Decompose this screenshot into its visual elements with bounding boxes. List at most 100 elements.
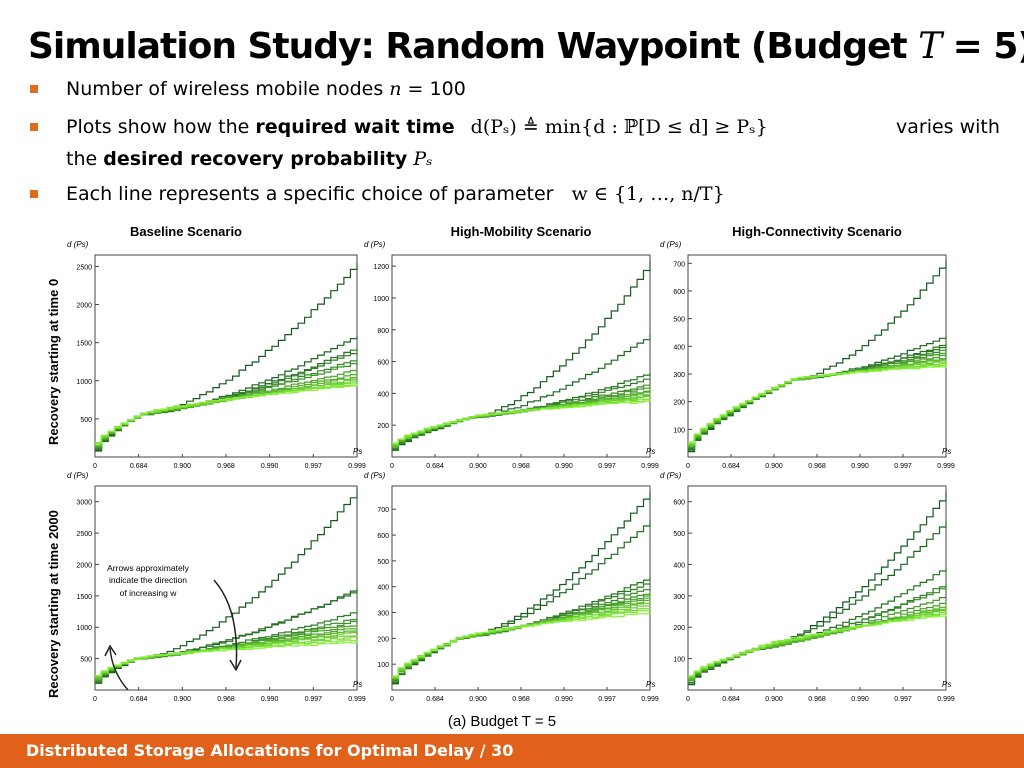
annotation-line1: Arrows approximately (107, 563, 189, 573)
x-tick-label: 0 (686, 696, 690, 703)
x-tick-label: 0.999 (348, 463, 366, 470)
x-axis-label: Ps (353, 680, 362, 689)
x-tick-label: 0.990 (261, 696, 279, 703)
row-label-time2000: Recovery starting at time 2000 (46, 510, 61, 698)
y-tick-label: 1000 (76, 379, 92, 386)
x-tick-label: 0.999 (937, 696, 955, 703)
y-axis-label: d (Ps) (67, 471, 89, 480)
row-label-time0: Recovery starting at time 0 (46, 279, 61, 445)
x-tick-label: 0.968 (808, 696, 826, 703)
x-tick-label: 0 (93, 463, 97, 470)
x-tick-label: 0 (93, 696, 97, 703)
chart-panel: High-Connectivity Scenario d (Ps) Ps 100 200… (660, 224, 955, 470)
footer-text: Distributed Storage Allocations for Opti… (26, 741, 514, 760)
bullet-marker (30, 123, 38, 131)
x-tick-label: 0.900 (469, 463, 487, 470)
y-tick-label: 1000 (373, 296, 389, 303)
x-tick-label: 0.990 (555, 696, 573, 703)
chart-panel: High-Mobility Scenario d (Ps) Ps 200 400 600 8… (364, 224, 659, 470)
x-tick-label: 0 (686, 463, 690, 470)
x-tick-label: 0.968 (217, 696, 235, 703)
y-tick-label: 100 (673, 427, 685, 434)
x-axis-label: Ps (646, 447, 655, 456)
y-tick-label: 700 (377, 507, 389, 514)
y-tick-label: 1500 (76, 594, 92, 601)
y-tick-label: 400 (673, 562, 685, 569)
chart-title: High-Mobility Scenario (451, 224, 592, 239)
y-tick-label: 500 (377, 559, 389, 566)
y-axis-label: d (Ps) (67, 240, 89, 249)
x-tick-label: 0.684 (130, 463, 148, 470)
plot-frame (94, 254, 358, 458)
y-tick-label: 200 (673, 400, 685, 407)
y-tick-label: 2000 (76, 562, 92, 569)
parameter-formula: w ∈ {1, …, n/T} (571, 183, 725, 205)
y-tick-label: 300 (673, 372, 685, 379)
wait-time-formula: d(Pₛ) ≜ min{d : ℙ[D ≤ d] ≥ Pₛ} (470, 116, 768, 138)
plot-frame (687, 254, 947, 458)
x-tick-label: 0.990 (261, 463, 279, 470)
x-tick-label: 0 (390, 463, 394, 470)
y-tick-label: 400 (673, 344, 685, 351)
x-tick-label: 0 (390, 696, 394, 703)
x-tick-label: 0.997 (894, 696, 912, 703)
y-tick-label: 300 (673, 594, 685, 601)
chart-panel: d (Ps) Ps 100 200 300 400 500 600 0 0.684 0.900 0.9… (660, 471, 955, 703)
y-tick-label: 600 (377, 360, 389, 367)
y-tick-label: 400 (377, 585, 389, 592)
bullet-marker (30, 190, 38, 198)
y-tick-label: 500 (673, 531, 685, 538)
arrow-down (213, 579, 238, 669)
series-line (95, 384, 358, 444)
annotation-line2: indicate the direction (109, 575, 187, 585)
arrow-down-head (229, 659, 242, 672)
y-axis-label: d (Ps) (660, 240, 682, 249)
y-tick-label: 200 (377, 636, 389, 643)
x-tick-label: 0.997 (305, 696, 323, 703)
y-tick-label: 600 (377, 533, 389, 540)
y-tick-label: 1500 (76, 341, 92, 348)
x-tick-label: 0.684 (426, 696, 444, 703)
chart-title: High-Connectivity Scenario (732, 224, 902, 239)
y-tick-label: 1200 (373, 264, 389, 271)
x-tick-label: 0.968 (217, 463, 235, 470)
x-tick-label: 0.999 (641, 696, 659, 703)
y-tick-label: 800 (377, 328, 389, 335)
arrow-up (109, 647, 129, 691)
x-tick-label: 0.900 (174, 696, 192, 703)
y-tick-label: 500 (673, 317, 685, 324)
arrow-up-head (104, 644, 117, 657)
x-tick-label: 0.684 (722, 463, 740, 470)
x-tick-label: 0.999 (348, 696, 366, 703)
y-tick-label: 3000 (76, 500, 92, 507)
y-tick-label: 500 (80, 417, 92, 424)
x-axis-label: Ps (942, 447, 951, 456)
x-tick-label: 0.900 (174, 463, 192, 470)
y-axis-label: d (Ps) (660, 471, 682, 480)
x-tick-label: 0.968 (512, 463, 530, 470)
y-tick-label: 200 (377, 423, 389, 430)
x-tick-label: 0.684 (130, 696, 148, 703)
series-line (95, 641, 358, 677)
x-tick-label: 0.900 (469, 696, 487, 703)
chart-panel: d (Ps) Ps 500 1000 1500 2000 2500 3000 0 0.684 0.9… (67, 471, 366, 703)
x-tick-label: 0.990 (555, 463, 573, 470)
chart-panel: Baseline Scenario d (Ps) Ps 500 1000 1500 2000… (67, 224, 366, 470)
y-tick-label: 200 (673, 625, 685, 632)
y-tick-label: 1000 (76, 625, 92, 632)
x-tick-label: 0.900 (765, 696, 783, 703)
series-line (688, 365, 947, 443)
x-tick-label: 0.997 (894, 463, 912, 470)
series-line (392, 613, 651, 677)
y-tick-label: 100 (673, 657, 685, 664)
plot-frame (94, 485, 358, 691)
bullet-marker (30, 85, 38, 93)
x-tick-label: 0.997 (598, 696, 616, 703)
y-tick-label: 300 (377, 611, 389, 618)
series-line (392, 400, 651, 444)
y-tick-label: 2500 (76, 531, 92, 538)
x-tick-label: 0.968 (512, 696, 530, 703)
x-tick-label: 0.968 (808, 463, 826, 470)
figure-caption: (a) Budget T = 5 (448, 713, 556, 730)
